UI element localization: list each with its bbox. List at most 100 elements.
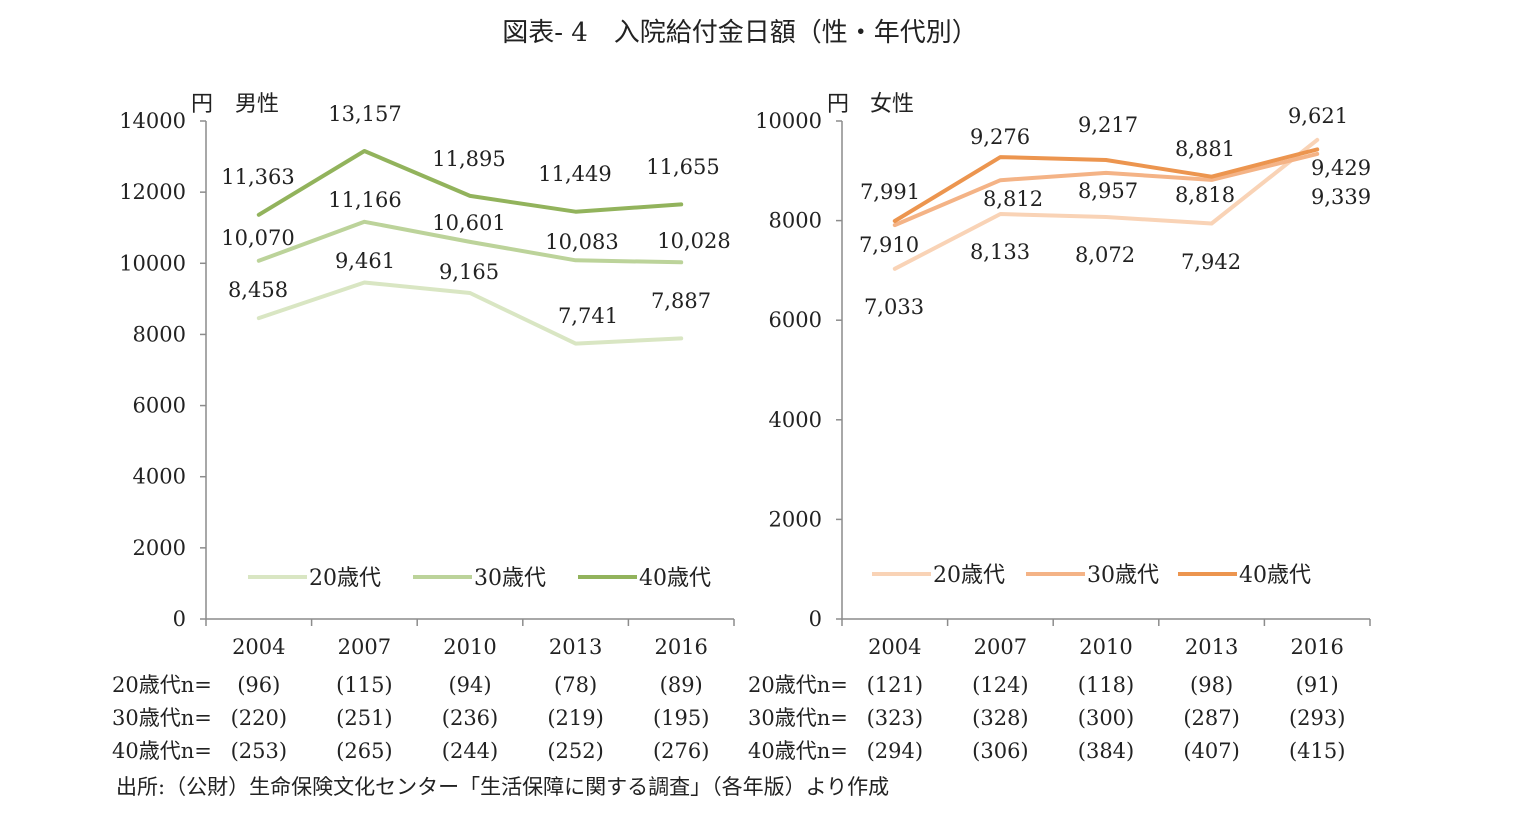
x-tick-label: 2013: [1185, 635, 1238, 659]
y-tick-label: 0: [173, 607, 186, 631]
data-label: 8,133: [970, 240, 1030, 264]
data-label: 8,881: [1175, 137, 1235, 161]
y-tick-label: 2000: [133, 536, 186, 560]
sample-size-value: (328): [972, 706, 1028, 730]
x-tick-label: 2007: [338, 635, 391, 659]
data-label: 8,957: [1078, 179, 1138, 203]
sample-size-value: (300): [1078, 706, 1134, 730]
legend-label: 40歳代: [1239, 563, 1311, 588]
data-label: 7,741: [558, 304, 618, 328]
data-label: 11,166: [328, 188, 401, 212]
y-tick-label: 6000: [769, 308, 822, 332]
data-label: 8,818: [1175, 183, 1235, 207]
sample-size-value: (265): [336, 739, 392, 763]
x-tick-label: 2010: [443, 635, 496, 659]
data-label: 10,083: [545, 230, 618, 254]
sample-size-value: (415): [1289, 739, 1345, 763]
series-line-40: [256, 149, 684, 217]
series-line-30: [892, 151, 1320, 228]
sample-size-row-label: 20歳代n=: [748, 673, 848, 697]
data-label: 11,895: [432, 147, 505, 171]
sample-size-value: (219): [547, 706, 603, 730]
y-tick-label: 14000: [119, 109, 186, 133]
sample-size-value: (253): [231, 739, 287, 763]
data-label: 9,461: [335, 249, 395, 273]
data-label: 10,070: [221, 226, 294, 250]
data-label: 11,655: [646, 155, 719, 179]
data-label: 7,887: [651, 289, 711, 313]
data-label: 11,363: [221, 165, 294, 189]
sample-size-value: (384): [1078, 739, 1134, 763]
sample-size-value: (94): [448, 673, 491, 697]
y-tick-label: 12000: [119, 180, 186, 204]
y-unit-label: 円: [191, 92, 213, 117]
sample-size-value: (294): [867, 739, 923, 763]
x-tick-label: 2016: [1290, 635, 1343, 659]
y-unit-label: 円: [827, 92, 849, 117]
sample-size-value: (96): [237, 673, 280, 697]
y-tick-label: 10000: [755, 109, 822, 133]
series-line-20: [256, 280, 684, 346]
female-chart-panel: 0 2000 4000 6000 8000 10000 2004 2007 2010 2013 20…: [748, 92, 1371, 763]
legend-label: 40歳代: [639, 566, 711, 591]
legend-label: 30歳代: [1087, 563, 1159, 588]
sample-size-value: (251): [336, 706, 392, 730]
male-chart-panel: 0 2000 4000 6000 8000 10000 12000 14000 2004 2007…: [112, 92, 735, 763]
y-tick-label: 0: [809, 607, 822, 631]
sample-size-value: (78): [554, 673, 597, 697]
sample-size-value: (244): [442, 739, 498, 763]
x-tick-label: 2004: [868, 635, 921, 659]
figure-title: 図表- 4 入院給付金日額（性・年代別）: [502, 18, 978, 48]
data-label: 8,458: [228, 278, 288, 302]
sample-size-value: (91): [1296, 673, 1339, 697]
y-tick-label: 6000: [133, 394, 186, 418]
x-tick-label: 2013: [549, 635, 602, 659]
sample-size-value: (89): [660, 673, 703, 697]
data-label: 7,991: [860, 180, 920, 204]
legend-label: 20歳代: [933, 563, 1005, 588]
sample-size-value: (252): [547, 739, 603, 763]
y-tick-label: 10000: [119, 251, 186, 275]
data-label: 7,942: [1181, 250, 1241, 274]
data-label: 10,601: [432, 211, 505, 235]
y-tick-label: 8000: [769, 209, 822, 233]
legend-label: 20歳代: [309, 566, 381, 591]
sample-size-value: (306): [972, 739, 1028, 763]
sample-size-value: (115): [336, 673, 392, 697]
sample-size-row-label: 40歳代n=: [748, 739, 848, 763]
y-tick-label: 4000: [133, 465, 186, 489]
series-line-40: [892, 147, 1320, 223]
sample-size-value: (118): [1078, 673, 1134, 697]
sample-size-row-label: 20歳代n=: [112, 673, 212, 697]
data-label: 9,217: [1078, 113, 1138, 137]
data-label: 9,621: [1288, 104, 1348, 128]
sample-size-value: (124): [972, 673, 1028, 697]
sample-size-value: (287): [1183, 706, 1239, 730]
sample-size-value: (195): [653, 706, 709, 730]
sample-size-value: (121): [867, 673, 923, 697]
x-tick-label: 2004: [232, 635, 285, 659]
panel-subtitle: 女性: [870, 92, 914, 117]
sample-size-row-label: 30歳代n=: [112, 706, 212, 730]
data-label: 7,033: [864, 295, 924, 319]
data-label: 9,339: [1311, 185, 1371, 209]
data-label: 8,072: [1075, 243, 1135, 267]
sample-size-row-label: 40歳代n=: [112, 739, 212, 763]
sample-size-value: (98): [1190, 673, 1233, 697]
sample-size-row-label: 30歳代n=: [748, 706, 848, 730]
sample-size-value: (276): [653, 739, 709, 763]
sample-size-value: (220): [231, 706, 287, 730]
data-label: 10,028: [657, 229, 730, 253]
x-tick-label: 2010: [1079, 635, 1132, 659]
sample-size-value: (323): [867, 706, 923, 730]
data-label: 9,429: [1311, 156, 1371, 180]
data-label: 9,165: [439, 260, 499, 284]
panel-subtitle: 男性: [235, 92, 279, 117]
data-label: 7,910: [859, 233, 919, 257]
data-label: 11,449: [538, 162, 611, 186]
data-label: 13,157: [328, 102, 401, 126]
y-tick-label: 8000: [133, 322, 186, 346]
series-line-20: [892, 137, 1320, 271]
sample-size-value: (236): [442, 706, 498, 730]
